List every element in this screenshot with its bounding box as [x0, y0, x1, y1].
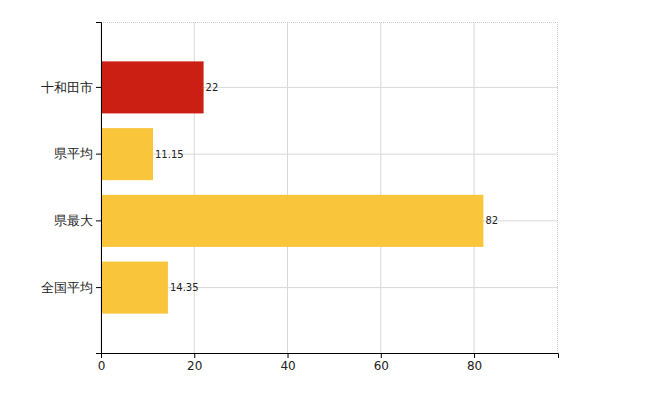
- data-label: 14.35: [170, 282, 199, 293]
- tick-label: 60: [374, 359, 389, 373]
- grid-line: [380, 22, 381, 353]
- tick-label: 20: [187, 359, 202, 373]
- data-label: 11.15: [155, 149, 184, 160]
- bar: [101, 195, 483, 247]
- tick: 40: [280, 353, 295, 373]
- bar: [101, 61, 204, 113]
- bars: [101, 61, 483, 313]
- tick-label: 全国平均: [41, 280, 93, 295]
- tick-mark: [381, 353, 382, 358]
- data-label: 82: [485, 215, 498, 226]
- tick-label: 県平均: [54, 146, 93, 161]
- axis-line: [102, 354, 559, 359]
- chart: 22 11.15 82 14.35 0 20 40 60 80 十和田市県平均県最大全国平均: [0, 0, 650, 400]
- y-axis: 十和田市県平均県最大全国平均: [41, 23, 102, 354]
- frame: [101, 22, 558, 23]
- x-axis: 0 20 40 60 80: [98, 353, 559, 373]
- grid-line: [474, 22, 475, 353]
- tick-mark: [96, 287, 101, 288]
- tick: 県最大: [54, 213, 101, 228]
- tick-mark: [194, 353, 195, 358]
- tick-label: 40: [280, 359, 295, 373]
- bar: [101, 128, 153, 180]
- tick-mark: [474, 353, 475, 358]
- tick: 80: [467, 353, 482, 373]
- frame: [557, 22, 558, 353]
- tick-label: 0: [98, 359, 106, 373]
- tick-mark: [96, 87, 101, 88]
- tick: 0: [98, 353, 106, 373]
- tick-label: 80: [467, 359, 482, 373]
- tick-mark: [96, 220, 101, 221]
- tick: 県平均: [54, 146, 101, 161]
- bar: [101, 262, 168, 314]
- grid-line: [287, 22, 288, 353]
- tick: 60: [374, 353, 389, 373]
- grid: [101, 22, 558, 353]
- plot: 22 11.15 82 14.35 0 20 40 60 80 十和田市県平均県最大全国平均: [41, 22, 559, 373]
- tick-mark: [96, 154, 101, 155]
- tick: 20: [187, 353, 202, 373]
- tick-label: 十和田市: [41, 80, 93, 95]
- tick-mark: [288, 353, 289, 358]
- tick-label: 県最大: [54, 213, 93, 228]
- data-label: 22: [206, 82, 219, 93]
- axis-line: [96, 23, 102, 354]
- data-labels: 22 11.15 82 14.35: [155, 82, 498, 293]
- tick: 全国平均: [41, 280, 101, 295]
- tick: 十和田市: [41, 80, 101, 95]
